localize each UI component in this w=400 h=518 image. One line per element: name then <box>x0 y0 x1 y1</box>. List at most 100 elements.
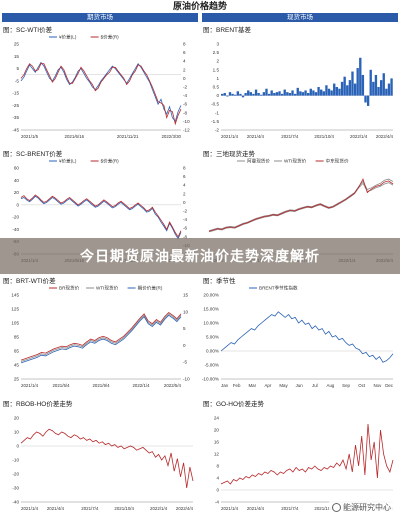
bar <box>379 80 383 96</box>
bar <box>320 89 323 96</box>
series-line <box>220 423 394 485</box>
y-tick-label: 0.5 <box>213 85 220 90</box>
y-right-tick-label: -4 <box>183 217 188 222</box>
y-tick-label: 15.00% <box>203 307 219 312</box>
x-tick-label: 2021/9/4 <box>92 383 110 388</box>
bar <box>296 87 299 96</box>
bar <box>288 93 292 96</box>
bar <box>252 93 255 96</box>
x-tick-label: Sep <box>342 383 350 388</box>
section-label-spot: 现货市场 <box>202 13 398 22</box>
chart-seasonality: 图：季节性 20.00% 15.00% 10.00% 5.00% 0.00% -5.00%… <box>201 275 399 393</box>
chart-go-ho-spread: 图：GO-HO价差走势 24 20 16 12 8 4 0 -4 2021/1/4 2021/4/… <box>201 398 399 516</box>
y-right-tick-label: 10 <box>183 309 189 314</box>
x-tick-label: 2022/3/30 <box>161 134 181 139</box>
chart-title: 图：SC-BRENT价差 <box>3 151 63 158</box>
y-tick-label: 20.00% <box>203 293 219 298</box>
bar <box>317 87 320 96</box>
x-tick-label: 2021/1/5 <box>21 134 39 139</box>
bar <box>223 93 226 96</box>
bar <box>346 85 349 96</box>
bar <box>249 92 253 96</box>
bar <box>359 57 362 96</box>
y-tick-label: 5 <box>16 66 19 71</box>
y-tick-label: 10 <box>14 430 20 435</box>
x-tick-label: 2021/11/21 <box>117 134 139 139</box>
bar <box>299 91 302 96</box>
bar <box>343 76 346 96</box>
series-line <box>20 313 182 362</box>
chart-title: 图：SC-WTI价差 <box>3 27 53 34</box>
bar <box>390 78 393 96</box>
chart-title: 图：季节性 <box>203 278 236 285</box>
chart-rbob-ho-spread: 图：RBOB-HO价差走势 20 10 0 -10 -20 -30 -40 2021/1/4 2… <box>1 398 199 516</box>
bar <box>348 80 352 96</box>
legend-label: $价差(R) <box>101 34 120 40</box>
y-tick-label: 20 <box>214 428 220 433</box>
series-line <box>20 311 182 361</box>
y-tick-label: -35 <box>12 115 19 120</box>
y-right-tick-label: -8 <box>183 234 188 239</box>
y-tick-label: -4 <box>215 500 220 505</box>
y-right-tick-label: -4 <box>183 93 188 98</box>
y-tick-label: 65 <box>14 349 20 354</box>
x-tick-label: May <box>279 383 288 388</box>
bar <box>335 87 339 96</box>
bar <box>244 93 247 96</box>
x-tick-label: 2022/1/4 <box>150 506 168 511</box>
bar <box>372 81 375 96</box>
y-right-tick-label: -2 <box>183 85 188 90</box>
x-tick-label: 2022/5/4 <box>164 383 182 388</box>
chart-brt-wti-spread: 图：BRT-WTI价差 145 125 105 85 65 45 25 15 10 5 0 -5 -10… <box>1 275 199 393</box>
y-tick-label: -40 <box>12 500 19 505</box>
bar <box>236 91 239 96</box>
y-tick-label: 25 <box>14 42 20 47</box>
x-tick-label: 2022/4/4 <box>376 134 394 139</box>
y-tick-label: 0 <box>216 93 219 98</box>
headline-banner: 今日期货原油最新油价走势深度解析 <box>0 238 400 274</box>
y-tick-label: 2.5 <box>213 50 220 55</box>
bar <box>366 95 370 106</box>
page-title: 原油价格趋势 <box>172 1 227 11</box>
y-tick-label: -10.00% <box>202 377 219 382</box>
y-tick-label: 5.00% <box>206 335 219 340</box>
x-tick-label: 2022/1/4 <box>132 383 150 388</box>
y-tick-label: -25 <box>12 103 19 108</box>
legend-label: 期价价差(R) <box>138 285 163 292</box>
x-tick-label: 2021/4/4 <box>247 134 265 139</box>
bar <box>364 95 367 103</box>
x-tick-label: 2021/1/4 <box>21 383 39 388</box>
x-tick-label: 2021/10/4 <box>314 506 334 511</box>
section-label-futures: 期货市场 <box>2 13 198 22</box>
bar <box>273 93 276 96</box>
x-tick-label: 2021/10/4 <box>314 134 334 139</box>
y-right-tick-label: 4 <box>183 183 186 188</box>
chart-title: 图：BRT-WTI价差 <box>3 278 56 285</box>
bar <box>267 93 271 96</box>
bar <box>280 93 284 96</box>
series-line <box>20 194 182 238</box>
y-right-tick-label: -8 <box>183 110 188 115</box>
bar <box>262 92 266 96</box>
x-tick-label: 2021/7/4 <box>281 506 299 511</box>
chart-brent-basis: 图：BRENT基差 3 2.5 2 1.5 1 0.5 0 -0.5 -1 -1.5 -2 2021/… <box>201 24 399 144</box>
x-tick-label: 2022/4/4 <box>176 506 194 511</box>
y-tick-label: -20 <box>12 215 19 220</box>
bar <box>293 93 297 96</box>
y-tick-label: 2 <box>216 59 219 64</box>
x-tick-label: Mar <box>248 383 256 388</box>
y-tick-label: -2 <box>215 128 220 133</box>
x-tick-label: 2021/7/4 <box>281 134 299 139</box>
y-tick-label: 1 <box>216 76 219 81</box>
bar <box>351 71 354 96</box>
chart-title: 图：RBOB-HO价差走势 <box>3 401 73 408</box>
y-tick-label: 20 <box>14 416 20 421</box>
bar <box>314 92 318 96</box>
y-tick-label: 40 <box>14 178 20 183</box>
bar <box>278 91 281 96</box>
y-tick-label: 24 <box>214 416 220 421</box>
bar <box>377 87 380 96</box>
